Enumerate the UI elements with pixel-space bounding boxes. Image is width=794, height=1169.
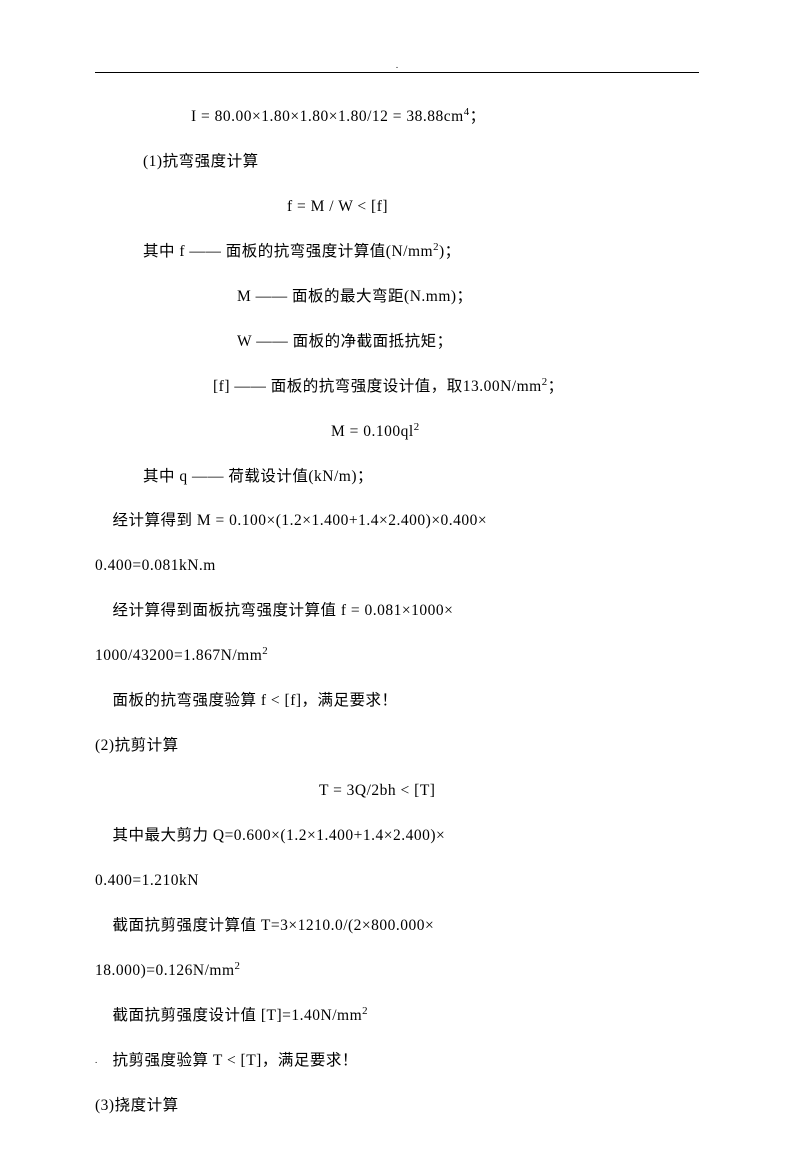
formula-line: T = 3Q/2bh < [T] (95, 769, 699, 814)
text: 经计算得到面板抗弯强度计算值 f = 0.081×1000× (95, 602, 453, 619)
text-line: (1)抗弯强度计算 (95, 140, 699, 185)
text: (3)挠度计算 (95, 1097, 179, 1114)
superscript: 2 (362, 1005, 368, 1017)
document-page: . I = 80.00×1.80×1.80×1.80/12 = 38.88cm4… (0, 0, 794, 1169)
text: ； (470, 108, 486, 125)
text: 0.400=0.081kN.m (95, 557, 216, 574)
text: ； (548, 378, 564, 395)
text-line: 0.400=0.081kN.m (95, 544, 699, 589)
text: )； (439, 243, 461, 260)
header-dot: . (95, 60, 699, 70)
text-line: 18.000)=0.126N/mm2 (95, 949, 699, 994)
text: f = M / W < [f] (287, 198, 388, 215)
superscript: 2 (235, 960, 241, 972)
text: (2)抗剪计算 (95, 737, 179, 754)
text: 其中最大剪力 Q=0.600×(1.2×1.400+1.4×2.400)× (95, 827, 445, 844)
header-rule (95, 72, 699, 73)
formula-line: M = 0.100ql2 (95, 410, 699, 455)
text-line: (2)抗剪计算 (95, 724, 699, 769)
text: W —— 面板的净截面抵抗矩； (237, 333, 453, 350)
text-line: 面板的抗弯强度验算 f < [f]，满足要求！ (95, 679, 699, 724)
text: T = 3Q/2bh < [T] (319, 782, 435, 799)
text-line: (3)挠度计算 (95, 1084, 699, 1129)
text-line: 其中 f —— 面板的抗弯强度计算值(N/mm2)； (95, 230, 699, 275)
text: 1000/43200=1.867N/mm (95, 647, 262, 664)
superscript: 2 (414, 420, 420, 432)
text: 经计算得到 M = 0.100×(1.2×1.400+1.4×2.400)×0.… (95, 512, 487, 529)
text: 0.400=1.210kN (95, 872, 199, 889)
text-line: 经计算得到面板抗弯强度计算值 f = 0.081×1000× (95, 589, 699, 634)
text: 其中 f —— 面板的抗弯强度计算值(N/mm (143, 243, 433, 260)
footer-dot: . (95, 1055, 97, 1065)
text: M = 0.100ql (331, 423, 414, 440)
text-line: 0.400=1.210kN (95, 859, 699, 904)
text: I = 80.00×1.80×1.80×1.80/12 = 38.88cm (191, 108, 464, 125)
text: (1)抗弯强度计算 (143, 153, 259, 170)
text: 抗剪强度验算 T < [T]，满足要求！ (95, 1052, 358, 1069)
text-line: 其中 q —— 荷载设计值(kN/m)； (95, 455, 699, 500)
text-line: I = 80.00×1.80×1.80×1.80/12 = 38.88cm4； (95, 95, 699, 140)
text-line: 其中最大剪力 Q=0.600×(1.2×1.400+1.4×2.400)× (95, 814, 699, 859)
text-line: 截面抗剪强度设计值 [T]=1.40N/mm2 (95, 994, 699, 1039)
text: 18.000)=0.126N/mm (95, 962, 235, 979)
text-line: 抗剪强度验算 T < [T]，满足要求！ (95, 1039, 699, 1084)
formula-line: f = M / W < [f] (95, 185, 699, 230)
text-line: [f] —— 面板的抗弯强度设计值，取13.00N/mm2； (95, 365, 699, 410)
text: M —— 面板的最大弯距(N.mm)； (237, 288, 473, 305)
text: 截面抗剪强度设计值 [T]=1.40N/mm (95, 1007, 362, 1024)
text-line: 1000/43200=1.867N/mm2 (95, 634, 699, 679)
text-line: 截面抗剪强度计算值 T=3×1210.0/(2×800.000× (95, 904, 699, 949)
text-line: 经计算得到 M = 0.100×(1.2×1.400+1.4×2.400)×0.… (95, 499, 699, 544)
text: 其中 q —— 荷载设计值(kN/m)； (143, 468, 373, 485)
text: 面板的抗弯强度验算 f < [f]，满足要求！ (95, 692, 398, 709)
text-line: W —— 面板的净截面抵抗矩； (95, 320, 699, 365)
superscript: 2 (262, 645, 268, 657)
text: 截面抗剪强度计算值 T=3×1210.0/(2×800.000× (95, 917, 434, 934)
text: [f] —— 面板的抗弯强度设计值，取13.00N/mm (213, 378, 542, 395)
text-line: M —— 面板的最大弯距(N.mm)； (95, 275, 699, 320)
